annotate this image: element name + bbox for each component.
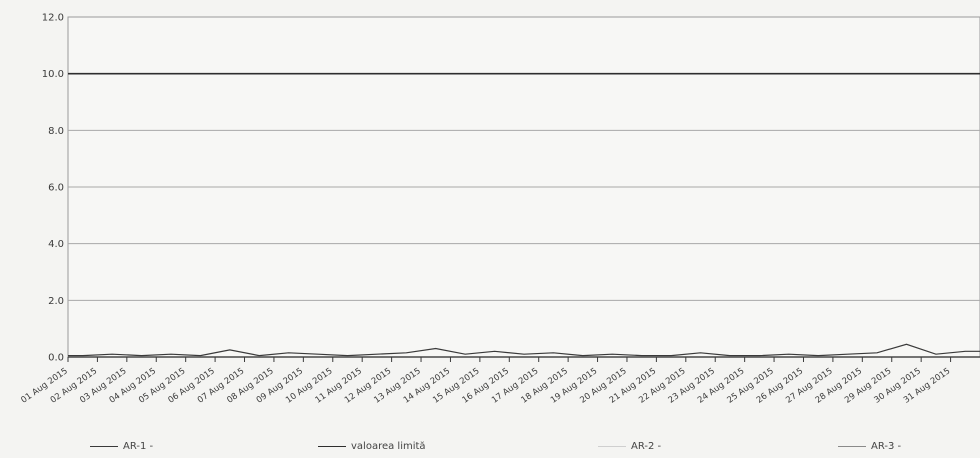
legend-label-limit: valoarea limită (351, 441, 426, 452)
legend-label-ar3: AR-3 - (871, 441, 902, 452)
legend: AR-1 - valoarea limită AR-2 - AR-3 - (0, 441, 980, 458)
legend-item-ar2: AR-2 - (598, 441, 661, 452)
y-tick-label: 0.0 (48, 353, 64, 364)
series-line-0 (68, 343, 980, 357)
y-tick-label: 2.0 (48, 296, 64, 307)
legend-swatch-ar3 (838, 446, 866, 447)
y-tick-label: 4.0 (48, 239, 64, 250)
legend-swatch-ar2 (598, 446, 626, 447)
legend-item-limit: valoarea limită (318, 441, 426, 452)
legend-label-ar2: AR-2 - (631, 441, 662, 452)
y-tick-label: 12.0 (42, 13, 64, 24)
legend-swatch-ar1 (90, 446, 118, 447)
y-tick-label: 8.0 (48, 126, 64, 137)
y-tick-label: 10.0 (42, 69, 64, 80)
legend-label-ar1: AR-1 - (123, 441, 154, 452)
y-axis-ticks: 0.0 2.0 4.0 6.0 8.0 10.0 12.0 (42, 13, 64, 364)
legend-item-ar3: AR-3 - (838, 441, 901, 452)
legend-item-ar1: AR-1 - (90, 441, 153, 452)
y-tick-label: 6.0 (48, 183, 64, 194)
legend-swatch-limit (318, 446, 346, 447)
x-axis (67, 356, 980, 362)
